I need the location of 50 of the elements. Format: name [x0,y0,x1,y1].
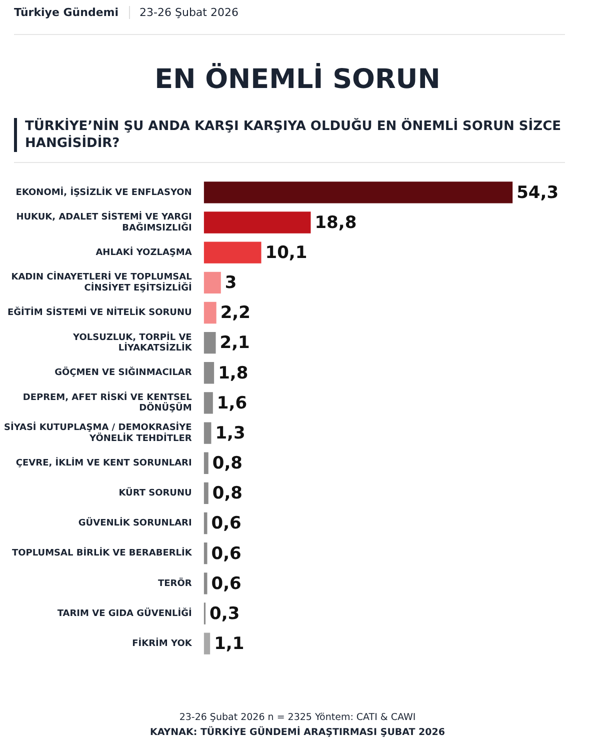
y-tick-label: YOLSUZLUK, TORPİL VE LİYAKATSİZLİK [72,330,193,354]
chart-subtitle: TÜRKİYE’NİN ŞU ANDA KARŞI KARŞIYA OLDUĞU EN ÖNEMLİ SORUN SİZCE HANGİSİDİR? [14,118,565,152]
y-tick-label: EĞİTİM SİSTEMİ VE NİTELİK SORUNU [8,306,192,318]
y-tick-label: KADIN CİNAYETLERİ VE TOPLUMSAL CİNSİYET EŞİTSİZLİĞİ [11,270,192,294]
y-tick-label: HUKUK, ADALET SİSTEMİ VE YARGI BAĞIMSIZLIĞI [16,210,192,234]
bar [204,182,513,204]
y-tick-label: AHLAKİ YOZLAŞMA [96,246,192,258]
bar [204,422,212,444]
bar [204,212,311,234]
bar [204,392,213,414]
data-label: 0,6 [211,514,242,534]
data-label: 1,3 [215,423,246,444]
bar [204,302,216,324]
data-label: 10,1 [265,243,308,264]
y-tick-label: SİYASİ KUTUPLAŞMA / DEMOKRASİYE YÖNELİK TEHDİTLER [4,420,192,444]
y-tick-label: TERÖR [158,576,192,589]
y-tick-label: TARIM VE GIDA GÜVENLİĞİ [57,606,192,619]
data-label: 1,6 [216,393,248,414]
data-label: 1,1 [214,634,244,654]
data-label: 1,8 [218,363,248,384]
y-tick-label: ÇEVRE, İKLİM VE KENT SORUNLARI [16,456,192,468]
text: 23-26 Şubat 2026 [128,6,238,19]
bar [204,242,262,264]
data-label: 2,2 [220,303,250,324]
y-tick-label: GÖÇMEN VE SIĞINMACILAR [54,366,192,378]
text: 23-26 Şubat 2026 n = 2325 Yöntem: CATI & CAWI [178,711,417,725]
y-tick-label: FİKRİM YOK [132,636,193,649]
data-label: 0,6 [211,544,242,564]
text: Türkiye Gündemi [14,6,119,19]
data-label: 0,8 [212,484,243,504]
bar [204,332,216,354]
y-tick-label: GÜVENLİK SORUNLARI [78,516,192,529]
data-label: 3 [224,273,237,294]
y-tick-label: KÜRT SORUNU [118,486,192,499]
data-label: 2,1 [220,333,250,354]
data-label: 18,8 [314,212,357,233]
bar [204,272,221,294]
y-tick-label: EKONOMİ, İŞSİZLİK VE ENFLASYON [16,186,192,198]
chart-title: EN ÖNEMLİ SORUN [154,64,442,95]
data-label: 0,3 [210,604,240,624]
data-label: 0,6 [211,574,242,594]
bar [204,452,208,474]
bar [204,482,208,504]
y-tick-label: DEPREM, AFET RİSKİ VE KENTSEL DÖNÜŞÜM [22,390,192,414]
data-label: 54,3 [516,182,559,203]
bar [204,632,210,654]
bar [204,362,214,384]
data-label: 0,8 [212,454,243,474]
text: KAYNAK: TÜRKİYE GÜNDEMİ ARAŞTIRMASI ŞUBAT 2026 [149,725,446,740]
y-tick-label: TOPLUMSAL BİRLİK VE BERABERLİK [12,546,193,559]
